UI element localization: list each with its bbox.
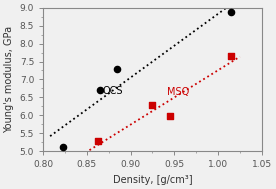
Point: [229, 11, 233, 14]
Text: OCS: OCS: [103, 86, 123, 96]
Point: [229, 55, 233, 58]
Point: [168, 115, 172, 118]
Point: [115, 67, 120, 70]
Y-axis label: Young's modulus, GPa: Young's modulus, GPa: [4, 26, 14, 133]
Point: [61, 145, 65, 148]
Point: [150, 103, 155, 106]
Point: [98, 89, 102, 92]
Point: [96, 140, 100, 143]
Text: MSQ: MSQ: [167, 87, 190, 97]
X-axis label: Density, [g/cm³]: Density, [g/cm³]: [113, 175, 192, 185]
